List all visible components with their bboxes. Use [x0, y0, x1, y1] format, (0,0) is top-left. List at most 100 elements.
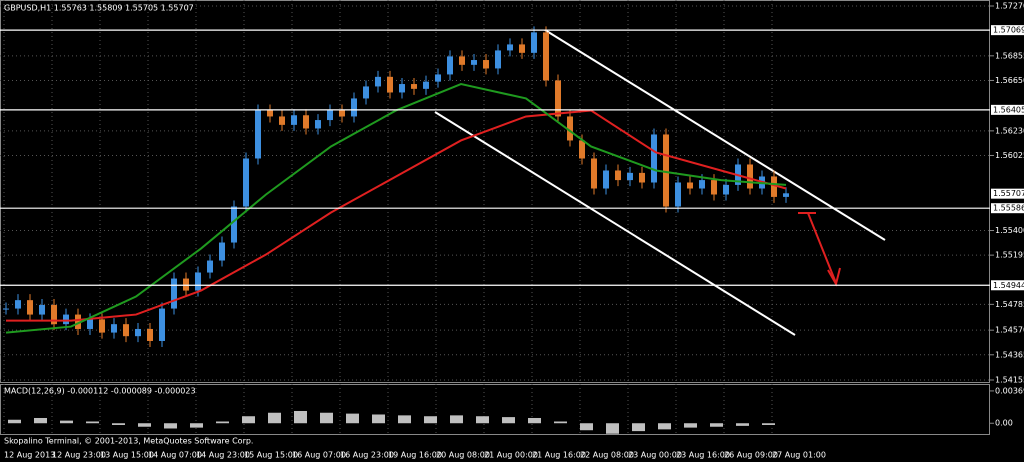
macd-bar [398, 415, 411, 424]
x-tick-label: 19 Aug 16:00 [388, 451, 442, 460]
candle [75, 314, 81, 329]
x-tick-label: 14 Aug 07:00 [148, 451, 202, 460]
candle [111, 324, 117, 333]
candle [15, 300, 21, 309]
candle [699, 180, 705, 189]
candle [543, 32, 549, 81]
macd-bar [554, 421, 567, 424]
x-tick-label: 23 Aug 00:00 [628, 451, 682, 460]
candle [399, 84, 405, 93]
macd-bar [684, 423, 697, 428]
candle [387, 76, 393, 93]
y-tick-label: 1.56230 [995, 126, 1024, 135]
candle [303, 115, 309, 129]
x-tick-label: 20 Aug 08:00 [436, 451, 490, 460]
candle [183, 278, 189, 291]
macd-bar [450, 415, 463, 424]
x-tick-label: 26 Aug 09:00 [724, 451, 778, 460]
macd-bar [294, 410, 307, 424]
candle [471, 60, 477, 65]
price-box [991, 188, 1024, 199]
x-tick-label: 27 Aug 01:00 [772, 451, 826, 460]
candle [783, 193, 789, 197]
candle [147, 328, 153, 341]
candle [27, 300, 33, 315]
macd-bar [528, 417, 541, 424]
macd-bar [242, 416, 255, 424]
candle [39, 304, 45, 315]
candle [375, 76, 381, 87]
x-tick-label: 16 Aug 07:00 [292, 451, 346, 460]
price-pane [0, 0, 990, 383]
x-tick-label: 12 Aug 23:00 [52, 451, 106, 460]
macd-bar [372, 414, 385, 424]
candle [219, 242, 225, 261]
candle [567, 116, 573, 141]
macd-bar [580, 423, 593, 431]
candle [483, 60, 489, 69]
macd-bar [658, 423, 671, 430]
candle [63, 314, 69, 325]
candle [603, 170, 609, 189]
macd-bar [736, 423, 749, 426]
y-tick-label: 1.56650 [995, 76, 1024, 85]
candle [267, 110, 273, 117]
y-tick-label: 1.55195 [995, 251, 1024, 260]
level-label: 1.56405 [993, 105, 1024, 114]
candle [99, 319, 105, 333]
macd-bar [346, 413, 359, 424]
x-tick-label: 16 Aug 23:00 [340, 451, 394, 460]
candle [627, 172, 633, 181]
candle [243, 158, 249, 207]
symbol-header: GBPUSD,H1 1.55763 1.55809 1.55705 1.5570… [4, 4, 194, 13]
candle [87, 319, 93, 329]
candle [639, 172, 645, 183]
macd-bar [606, 423, 619, 434]
candle [591, 158, 597, 189]
candle [771, 176, 777, 197]
candle [411, 84, 417, 89]
macd-bar [216, 421, 229, 424]
macd-bar [138, 423, 151, 427]
candle [135, 328, 141, 337]
candle [159, 308, 165, 341]
copyright: Skopalino Terminal, © 2001-2013, MetaQuo… [4, 437, 253, 446]
candle [459, 56, 465, 65]
macd-bar [34, 417, 47, 424]
candle [519, 44, 525, 53]
plot [3, 26, 789, 347]
moving-average [5, 83, 787, 334]
candle [447, 56, 453, 75]
x-tick-label: 13 Aug 15:00 [100, 451, 154, 460]
level-box [991, 25, 1024, 36]
macd-bar [502, 417, 515, 424]
level-label: 1.55586 [993, 204, 1024, 213]
level-label: 1.54944 [993, 281, 1024, 290]
macd-bar [710, 423, 723, 427]
candle [711, 180, 717, 195]
candle [363, 86, 369, 99]
candle [651, 134, 657, 183]
candle [423, 81, 429, 89]
macd-bar [762, 423, 775, 425]
candle [327, 110, 333, 121]
macd-bar [424, 416, 437, 424]
candle [663, 134, 669, 207]
macd-bar [190, 423, 203, 428]
candle [171, 278, 177, 309]
macd-bar [112, 423, 125, 425]
macd-tick-label: 0.00 [995, 419, 1013, 428]
candle [435, 74, 441, 82]
y-tick-label: 1.57270 [995, 2, 1024, 11]
candle [747, 164, 753, 189]
candle [723, 184, 729, 195]
candle [207, 260, 213, 273]
candle [675, 182, 681, 207]
candle [687, 182, 693, 189]
x-tick-label: 22 Aug 08:00 [580, 451, 634, 460]
candle [51, 304, 57, 325]
x-tick-label: 15 Aug 15:00 [244, 451, 298, 460]
macd-bar [476, 416, 489, 424]
